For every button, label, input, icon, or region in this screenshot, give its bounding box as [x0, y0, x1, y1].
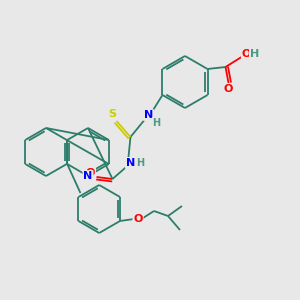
Text: O: O [133, 214, 143, 224]
Text: N: N [126, 158, 135, 168]
Text: H: H [152, 118, 160, 128]
Text: O: O [86, 168, 95, 178]
Text: N: N [83, 171, 93, 181]
Text: O: O [224, 84, 233, 94]
Text: O: O [242, 49, 251, 59]
Text: S: S [109, 109, 116, 119]
Text: H: H [136, 158, 145, 168]
Text: N: N [144, 110, 153, 120]
Text: H: H [250, 49, 259, 59]
